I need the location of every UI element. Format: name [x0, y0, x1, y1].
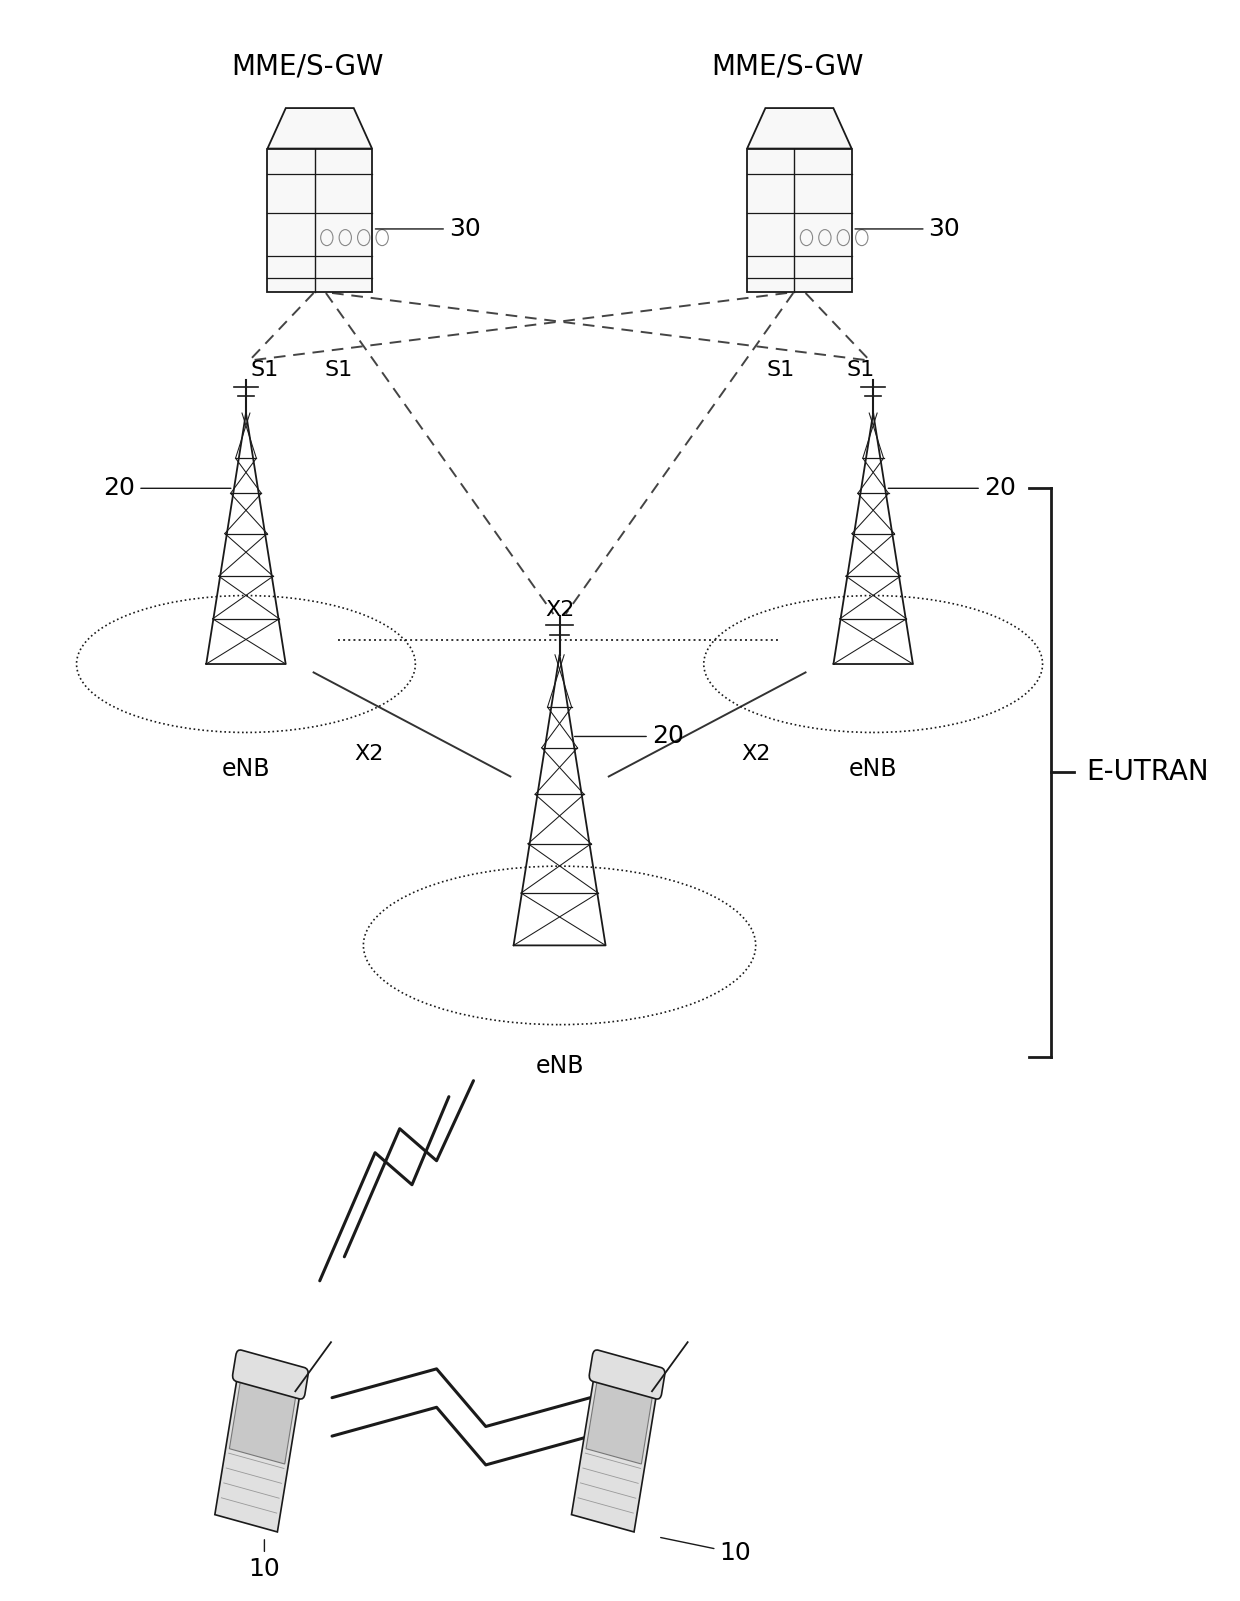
Text: eNB: eNB: [536, 1053, 584, 1077]
Bar: [215, 1366, 301, 1532]
Bar: [268, 149, 372, 291]
Text: S1: S1: [847, 360, 875, 379]
Text: eNB: eNB: [222, 757, 270, 781]
Text: 10: 10: [661, 1537, 751, 1564]
Text: X2: X2: [544, 600, 574, 620]
Text: E-UTRAN: E-UTRAN: [1086, 759, 1209, 786]
Text: S1: S1: [324, 360, 352, 379]
Text: S1: S1: [766, 360, 795, 379]
Text: X2: X2: [742, 744, 771, 764]
Text: 30: 30: [856, 218, 960, 240]
Bar: [229, 1374, 296, 1463]
Text: 10: 10: [248, 1540, 280, 1580]
FancyBboxPatch shape: [589, 1350, 665, 1399]
Bar: [748, 149, 852, 291]
Text: S1: S1: [250, 360, 279, 379]
Text: X2: X2: [355, 744, 383, 764]
Text: 20: 20: [888, 477, 1016, 500]
FancyBboxPatch shape: [233, 1350, 309, 1399]
Bar: [572, 1366, 658, 1532]
Text: MME/S-GW: MME/S-GW: [711, 53, 863, 80]
Polygon shape: [748, 109, 852, 149]
Bar: [587, 1374, 653, 1463]
Text: MME/S-GW: MME/S-GW: [231, 53, 383, 80]
Polygon shape: [268, 109, 372, 149]
Text: 20: 20: [574, 725, 683, 748]
Text: 30: 30: [376, 218, 481, 240]
Text: 20: 20: [103, 477, 231, 500]
Text: eNB: eNB: [849, 757, 898, 781]
